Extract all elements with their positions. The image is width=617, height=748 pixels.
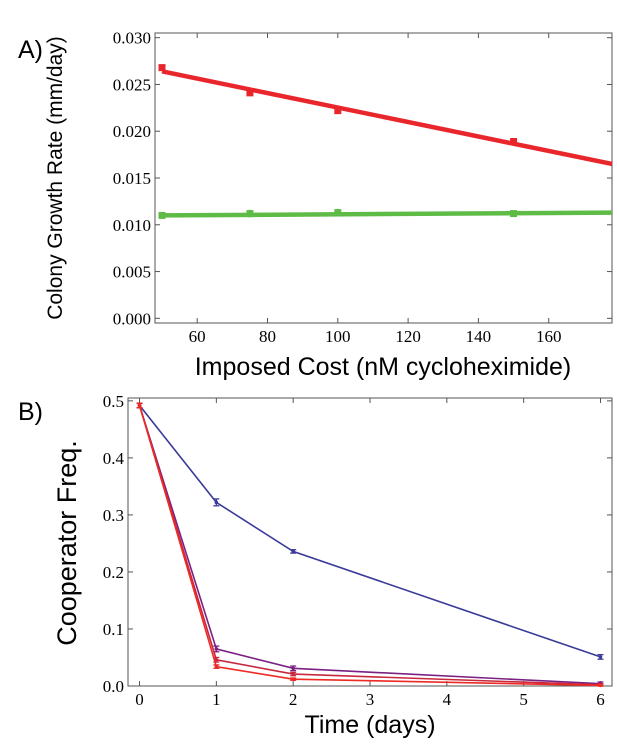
y-tick-label: 0.5: [103, 392, 124, 411]
x-tick-label: 5: [519, 690, 528, 709]
series-line: [138, 404, 601, 658]
y-tick-label: 0.010: [113, 216, 151, 235]
y-tick-label: 0.1: [103, 620, 124, 639]
data-point: [291, 672, 295, 676]
panel-a-series: [158, 64, 613, 219]
data-point: [214, 500, 219, 505]
panel-a-plot-frame: [154, 32, 613, 324]
data-point: [214, 664, 219, 669]
panel-a-x-ticks: 60 80 100 120 140 160: [189, 33, 562, 346]
panel-a-x-axis-title: Imposed Cost (nM cycloheximide): [195, 353, 572, 381]
panel-a-label: A): [18, 36, 43, 64]
series-2: [158, 208, 613, 219]
series-1: [136, 402, 604, 660]
series-4: [136, 402, 604, 688]
fit-line: [162, 210, 613, 218]
panel-a-y-axis-title: Colony Growth Rate (mm/day): [44, 36, 67, 320]
x-tick-label: 80: [259, 327, 276, 346]
x-tick-label: 60: [189, 327, 206, 346]
x-tick-label: 6: [596, 690, 605, 709]
y-tick-label: 0.3: [103, 506, 124, 525]
y-tick-label: 0.0: [103, 677, 124, 696]
panel-b-x-axis-title: Time (days): [304, 711, 435, 739]
series-line: [138, 405, 601, 687]
x-tick-label: 120: [395, 327, 421, 346]
y-tick-label: 0.015: [113, 169, 151, 188]
x-tick-label: 100: [325, 327, 351, 346]
series-line: [138, 405, 601, 686]
panel-a-y-ticks: 0.000 0.005 0.010 0.015 0.020 0.025 0.030: [113, 29, 612, 328]
y-tick-label: 0.020: [113, 122, 151, 141]
data-point: [214, 647, 219, 651]
x-tick-label: 4: [443, 690, 452, 709]
data-point: [291, 666, 295, 671]
panel-a: A) 0.000 0.005 0.010 0.015 0.020 0.025 0.030 6…: [18, 29, 613, 381]
panel-b-plot-frame: [127, 397, 613, 687]
x-tick-label: 160: [536, 327, 562, 346]
y-tick-label: 0.025: [113, 75, 151, 94]
data-point: [137, 403, 142, 408]
series-3: [136, 402, 604, 687]
panel-b-x-ticks: 0 1 2 3 4 5 6: [135, 398, 605, 709]
x-tick-label: 1: [212, 690, 221, 709]
data-point: [214, 657, 219, 662]
y-tick-label: 0.030: [113, 29, 151, 48]
y-tick-label: 0.4: [103, 449, 125, 468]
x-tick-label: 0: [135, 690, 144, 709]
x-tick-label: 3: [366, 690, 375, 709]
y-tick-label: 0.000: [113, 309, 151, 328]
data-point: [291, 549, 295, 554]
panel-b-y-ticks: 0.0 0.1 0.2 0.3 0.4 0.5: [103, 392, 612, 696]
panel-b-y-axis-title: Cooperator Freq.: [52, 440, 82, 646]
y-tick-label: 0.2: [103, 563, 124, 582]
series-1: [158, 64, 613, 167]
data-point: [291, 677, 295, 681]
panel-b-label: B): [18, 398, 43, 426]
panel-b-series: [136, 402, 604, 688]
panel-b: B) 0.0 0.1 0.2 0.3 0.4 0.5 0 1 2 3 4 5 6 Cooperator…: [18, 392, 613, 739]
x-tick-label: 140: [466, 327, 492, 346]
series-line: [138, 405, 601, 685]
data-point: [598, 683, 603, 688]
series-2: [136, 402, 604, 687]
data-point: [598, 655, 603, 659]
fit-line: [161, 69, 613, 167]
x-tick-label: 2: [289, 690, 298, 709]
y-tick-label: 0.005: [113, 263, 151, 282]
